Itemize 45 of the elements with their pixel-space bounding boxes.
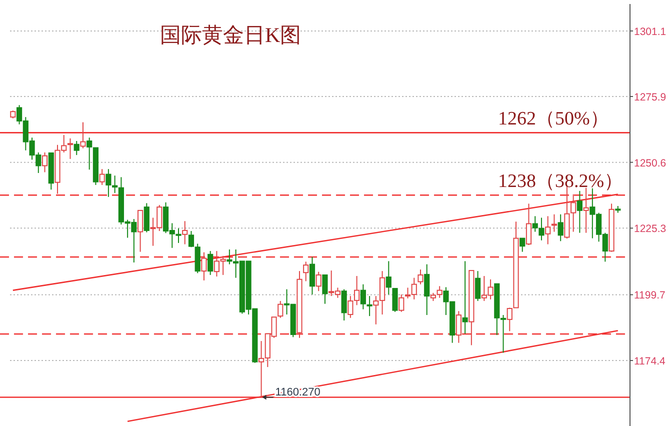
candlestick: [576, 190, 582, 234]
candlestick: [366, 296, 372, 317]
candlestick: [182, 220, 188, 245]
candlestick: [80, 122, 86, 149]
candlestick: [462, 260, 468, 334]
y-tick-label: 1174.4: [634, 356, 666, 368]
candlestick: [42, 152, 48, 173]
candlestick: [545, 216, 551, 245]
candlestick: [583, 187, 589, 234]
candlestick: [551, 214, 558, 232]
candlestick: [475, 270, 481, 302]
candlestick: [398, 294, 404, 312]
candlestick: [360, 284, 366, 310]
candlestick: [309, 256, 316, 295]
text: 国际黄金日K图: [160, 23, 302, 47]
candlestick: [99, 168, 105, 186]
candlestick: [201, 252, 207, 281]
candlestick: [322, 274, 328, 304]
y-tick-label: 1301.1: [634, 26, 666, 38]
candlestick: [316, 271, 322, 292]
candlestick: [341, 288, 347, 321]
candlestick: [67, 138, 74, 160]
y-tick-label: 1275.9: [634, 92, 666, 104]
candlestick: [208, 250, 214, 276]
candlestick: [506, 307, 512, 332]
y-tick-label: 1250.6: [634, 157, 666, 170]
candlestick: [74, 140, 80, 156]
candlestick: [526, 203, 532, 246]
candlestick: [558, 214, 564, 242]
candlestick: [278, 300, 284, 318]
candlestick: [144, 202, 150, 233]
y-tick-label: 1199.7: [634, 290, 666, 302]
candlestick: [456, 310, 462, 344]
candlestick: [424, 264, 430, 316]
candlestick: [418, 268, 424, 285]
annotation: 1160.270: [275, 386, 320, 398]
y-tick-label: 1225.3: [634, 223, 666, 236]
candlestick: [386, 260, 392, 295]
ref-line-label: 1262（50%）: [498, 108, 609, 130]
ref-line-label: 1238（38.2%）: [498, 171, 624, 192]
candlestick: [520, 238, 526, 252]
candlestick: [392, 288, 398, 312]
candlestick: [137, 210, 144, 252]
candlestick: [570, 194, 576, 232]
candlestick: [303, 261, 309, 282]
